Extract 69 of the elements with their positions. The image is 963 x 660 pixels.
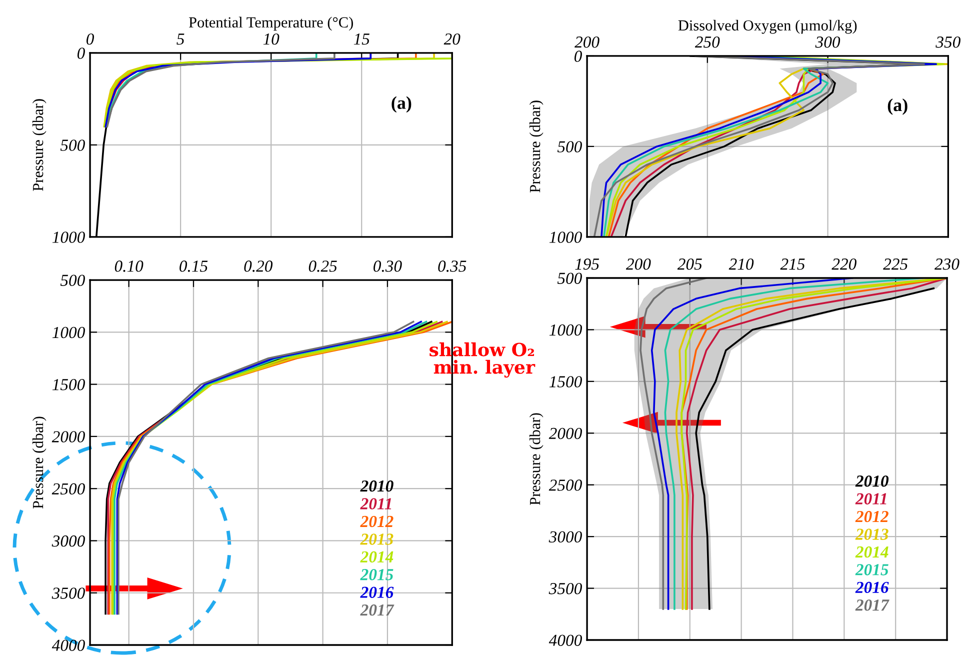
- x-tick-label: 0.10: [114, 260, 144, 272]
- x-tick-label: 220: [832, 258, 856, 270]
- y-tick-label: 3000: [548, 531, 582, 543]
- y-tick-label: 1000: [549, 232, 582, 243]
- y-axis-title: Pressure (dbar): [529, 100, 544, 192]
- x-axis-title: Potential Temperature (°C): [188, 16, 353, 31]
- x-tick-label: 0.15: [180, 260, 208, 272]
- y-tick-label: 0: [574, 50, 582, 62]
- y-tick-label: 4000: [52, 640, 85, 651]
- y-tick-label: 1500: [549, 376, 582, 388]
- annotation: (a): [888, 98, 908, 115]
- text: 2014: [855, 546, 888, 558]
- text: 2012: [855, 510, 888, 522]
- y-tick-label: 3500: [548, 582, 582, 594]
- text: 2015: [360, 569, 394, 580]
- x-tick-label: 10: [263, 33, 280, 45]
- text: 2010: [360, 480, 394, 492]
- x-tick-label: 0.35: [438, 260, 466, 272]
- text: 2016: [855, 582, 889, 594]
- x-tick-label: 195: [575, 258, 600, 270]
- y-tick-label: 500: [60, 140, 85, 151]
- y-tick-label: 2000: [548, 428, 582, 440]
- x-tick-label: 15: [354, 34, 370, 45]
- x-tick-label: 20: [444, 33, 460, 45]
- text: 2011: [855, 493, 886, 504]
- x-tick-label: 215: [780, 258, 805, 270]
- y-axis-title: Pressure (dbar): [529, 413, 544, 506]
- x-tick-label: 200: [626, 258, 651, 270]
- y-tick-label: 1000: [549, 324, 582, 336]
- text: 2014: [360, 551, 394, 563]
- x-tick-label: 250: [694, 36, 720, 48]
- text: 2010: [855, 475, 889, 487]
- y-axis-title: Pressure (dbar): [32, 416, 46, 509]
- text: 2013: [360, 534, 394, 545]
- x-tick-label: 230: [934, 258, 960, 270]
- y-tick-label: 2500: [548, 480, 582, 491]
- y-tick-label: 500: [60, 274, 85, 286]
- x-tick-label: 5: [176, 34, 184, 45]
- x-tick-label: 0.30: [374, 260, 402, 272]
- y-tick-label: 2000: [52, 431, 85, 442]
- y-tick-label: 500: [557, 272, 582, 284]
- text: 2016: [360, 586, 394, 598]
- y-tick-label: 3000: [52, 535, 85, 547]
- text: 2015: [855, 564, 888, 576]
- x-tick-label: 225: [883, 258, 908, 270]
- y-tick-label: 0: [77, 48, 85, 59]
- y-tick-label: 1000: [52, 232, 85, 243]
- x-tick-label: 210: [728, 258, 754, 270]
- x-tick-label: 350: [936, 36, 960, 48]
- text: 2012: [360, 516, 394, 528]
- x-tick-label: 300: [815, 36, 840, 48]
- x-tick-label: 0.25: [308, 260, 337, 272]
- x-tick-label: 0.20: [244, 260, 273, 272]
- y-tick-label: 3500: [52, 588, 85, 599]
- x-tick-label: 200: [574, 36, 600, 48]
- text: 2017: [855, 600, 890, 611]
- y-tick-label: 1000: [52, 326, 85, 338]
- y-tick-label: 2500: [52, 483, 85, 495]
- y-tick-label: 1500: [52, 379, 85, 390]
- x-tick-label: 0: [86, 33, 94, 45]
- x-tick-label: 205: [677, 258, 702, 270]
- y-tick-label: 500: [557, 141, 582, 152]
- y-axis-title: Pressure (dbar): [32, 99, 46, 191]
- text: 2011: [360, 498, 392, 510]
- x-axis-title: Dissolved Oxygen (µmol/kg): [678, 20, 857, 34]
- text: 2013: [855, 528, 888, 540]
- text: 2017: [360, 604, 394, 616]
- y-tick-label: 4000: [548, 634, 582, 646]
- annotation: (a): [392, 96, 412, 113]
